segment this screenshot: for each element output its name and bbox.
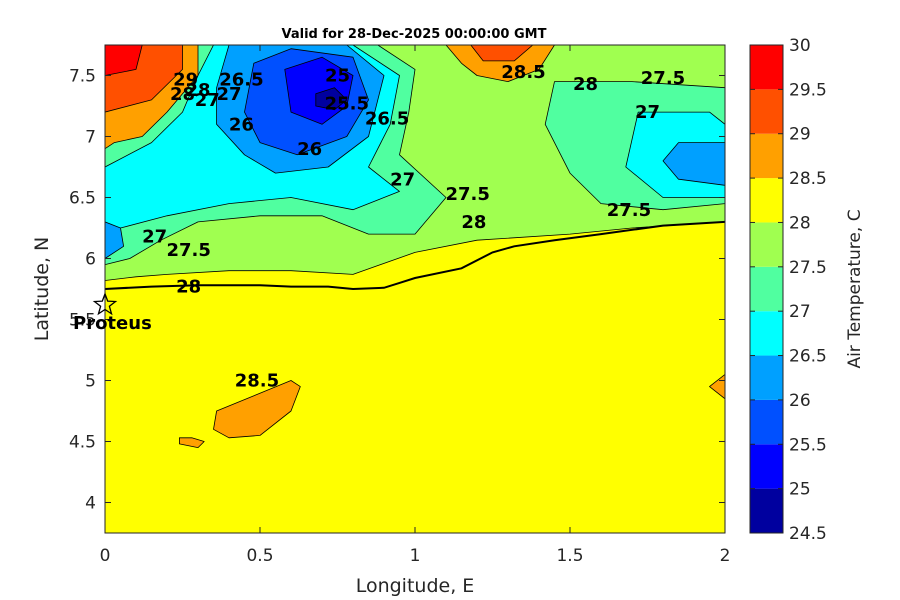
- contour-label: 27.5: [641, 68, 685, 89]
- x-tick-label: 1.5: [556, 546, 583, 566]
- contour-label: 26: [229, 114, 254, 135]
- colorbar-tick-label: 28.5: [789, 169, 827, 189]
- colorbar-tick-label: 29.5: [789, 80, 827, 100]
- y-tick-label: 4: [85, 494, 96, 514]
- y-tick-label: 7.5: [69, 67, 96, 87]
- contour-region-28.5-29: [178, 437, 205, 449]
- y-tick-label: 6: [85, 250, 96, 270]
- contour-region-26.5-27: [105, 221, 124, 259]
- colorbar-tick-label: 30: [789, 36, 811, 56]
- contour-label: 27.5: [445, 184, 489, 205]
- contour-label: 28: [185, 80, 210, 101]
- contour-label: 28: [461, 212, 486, 233]
- colorbar-tick-label: 25.5: [789, 435, 827, 455]
- star-icon: [92, 292, 118, 316]
- colorbar-band: [750, 45, 783, 90]
- contour-labels: 28.528 27.527282928272726.5262525.526.526…: [142, 62, 685, 392]
- colorbar-tick-label: 29: [789, 125, 811, 145]
- contour-label: 27: [635, 102, 660, 123]
- x-tick-label: 2: [720, 546, 731, 566]
- colorbar-tick-label: 25: [789, 480, 811, 500]
- station-label: Proteus: [73, 313, 152, 334]
- contour-label: 28: [170, 84, 195, 105]
- x-axis-ticks: 0 0.5 1 1.5 2: [100, 45, 731, 566]
- colorbar-tick-label: 26: [789, 391, 811, 411]
- x-tick-label: 1: [410, 546, 421, 566]
- x-axis-label: Longitude, E: [356, 575, 475, 597]
- colorbar-band: [750, 444, 783, 489]
- colorbar-band: [750, 266, 783, 312]
- colorbar-tick-label: 27.5: [789, 258, 827, 278]
- contour-label: 27: [195, 90, 220, 111]
- contour-label: 27.5: [166, 240, 210, 261]
- y-axis-ticks: 4 4.5 5 5.5 6 6.5 7 7.5: [69, 67, 725, 514]
- colorbar-band: [750, 399, 783, 445]
- contour-label: 27.5: [607, 200, 651, 221]
- colorbar-frame: [749, 44, 784, 534]
- colorbar-band: [750, 222, 783, 267]
- map-panel: 28.528 27.527282928272726.5262525.526.526…: [31, 44, 731, 597]
- station-marker-group: Proteus: [73, 292, 152, 334]
- y-tick-label: 5: [85, 372, 96, 392]
- contour-region-28.5-29: [445, 45, 555, 82]
- colorbar-band: [750, 89, 783, 134]
- colorbar-band: [750, 178, 783, 223]
- contour-region-29.5-30: [105, 45, 143, 76]
- colorbar-band: [750, 488, 783, 533]
- colorbar-ticks: 24.5 25 25.5 26 26.5 27 27.5 28 28.5 29 29.5 30: [750, 36, 827, 544]
- colorbar-tick-label: 28: [789, 213, 811, 233]
- colorbar-label: Air Temperature, C: [845, 209, 865, 368]
- contour-label: 28: [176, 277, 201, 298]
- contour-label: 27: [390, 169, 415, 190]
- contour-region-29-29.5: [470, 45, 534, 62]
- contour-region-28.5-29: [213, 380, 301, 439]
- y-axis-label: Latitude, N: [31, 237, 53, 342]
- y-tick-label: 7: [85, 128, 96, 148]
- contour-label: 26.5: [365, 108, 409, 129]
- contour-label: 28.5: [501, 62, 545, 83]
- x-tick-label: 0: [100, 546, 111, 566]
- colorbar-band: [750, 311, 783, 356]
- colorbar-tick-label: 27: [789, 302, 811, 322]
- colorbar: 24.5 25 25.5 26 26.5 27 27.5 28 28.5 29 29.5 30 Air…: [749, 36, 865, 544]
- contour-label: 26: [297, 139, 322, 160]
- contour-label: 25.5: [325, 94, 369, 115]
- colorbar-bands: [750, 45, 783, 533]
- colorbar-band: [750, 355, 783, 400]
- colorbar-tick-label: 26.5: [789, 347, 827, 367]
- figure-title: Valid for 28-Dec-2025 00:00:00 GMT: [282, 27, 547, 42]
- y-tick-label: 6.5: [69, 189, 96, 209]
- contour-label: 26.5: [219, 69, 263, 90]
- contour-label: 25: [325, 66, 350, 87]
- contour-region-25-25.5: [315, 87, 348, 111]
- y-tick-label: 5.5: [69, 311, 96, 331]
- contour-label: 28: [573, 74, 598, 95]
- x-tick-label: 0.5: [246, 546, 273, 566]
- contour-region-26.5-27: [662, 142, 725, 186]
- contour-label: 28.5: [235, 371, 279, 392]
- contour-label: 29: [173, 69, 198, 90]
- contour-label: 27: [142, 227, 167, 248]
- coastline: [105, 220, 725, 291]
- y-tick-label: 4.5: [69, 433, 96, 453]
- colorbar-band: [750, 133, 783, 179]
- colorbar-tick-label: 24.5: [789, 524, 827, 544]
- temperature-contour-fills: [105, 45, 725, 449]
- contour-label: 27: [216, 84, 241, 105]
